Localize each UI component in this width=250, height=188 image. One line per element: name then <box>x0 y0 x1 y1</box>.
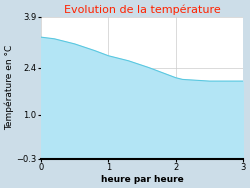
Title: Evolution de la température: Evolution de la température <box>64 4 220 15</box>
X-axis label: heure par heure: heure par heure <box>101 175 184 184</box>
Y-axis label: Température en °C: Température en °C <box>4 45 14 130</box>
